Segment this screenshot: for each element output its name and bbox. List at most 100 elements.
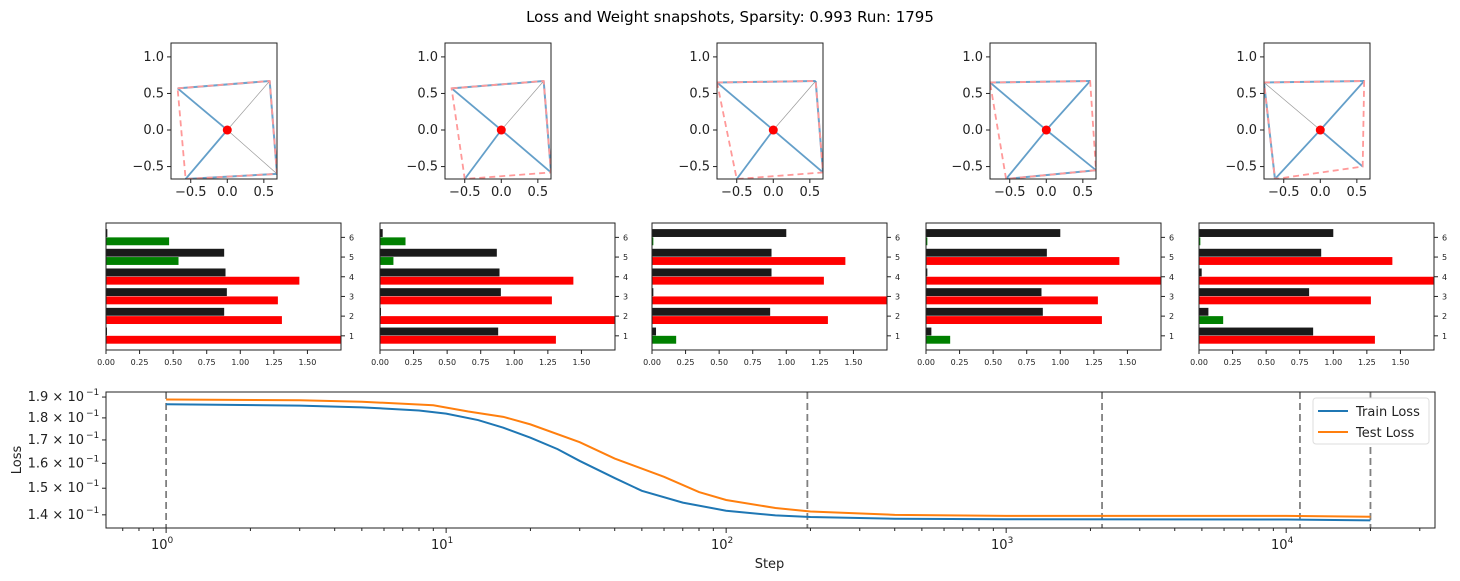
y-tick-exponent: −1: [86, 479, 99, 489]
y-tick-label: −0.5: [678, 160, 710, 175]
x-tick-label: 0.75: [198, 358, 216, 367]
norm-bars-1: 1 2 3 4 5 6 0.00 0.25 0.50 0.75 1.00 1.25 1.50: [97, 222, 354, 367]
x-tick-label: 0.75: [744, 358, 762, 367]
y-tick-label: 2: [349, 312, 354, 321]
y-axis-label: Loss: [10, 446, 25, 475]
blue-spoke: [184, 129, 228, 179]
y-tick-label: 4: [349, 273, 354, 282]
y-tick-label: 0.0: [1236, 123, 1257, 138]
x-tick-label: 0.75: [1291, 358, 1309, 367]
x-tick-label: 0.0: [217, 185, 238, 200]
y-tick-label: 1.0: [962, 50, 983, 65]
y-tick-label: 6: [895, 233, 900, 242]
axes-frame: [105, 391, 1436, 529]
y-tick-label: 4: [1442, 273, 1447, 282]
y-tick-label: 0.5: [962, 86, 983, 101]
y-tick-label: 1: [1442, 332, 1447, 341]
black-bar: [652, 248, 772, 257]
x-tick-label: −0.5: [721, 185, 753, 200]
green-bar: [652, 335, 677, 344]
y-tick-label: 1.9 × 10: [28, 390, 84, 405]
x-tick-label: 1.00: [505, 358, 523, 367]
x-tick-label: 1.25: [539, 358, 557, 367]
x-tick-label: 0.50: [164, 358, 182, 367]
axes-frame: [989, 42, 1097, 180]
x-tick-label: 0.00: [1190, 358, 1208, 367]
axes-frame: [105, 222, 342, 351]
black-bar: [926, 268, 928, 277]
train-loss-line: [166, 403, 1371, 522]
green-bar: [1199, 316, 1224, 325]
x-tick-label: 0.00: [643, 358, 661, 367]
red-bar: [1199, 335, 1375, 344]
axes-frame: [651, 222, 888, 351]
y-tick-label: 0.0: [962, 123, 983, 138]
y-tick-label: 1.0: [143, 50, 164, 65]
y-tick-label: 6: [1169, 233, 1174, 242]
black-bar: [1199, 229, 1334, 237]
y-tick-label: 0.5: [417, 86, 438, 101]
black-bar: [106, 229, 108, 237]
y-tick-label: −0.5: [132, 160, 164, 175]
red-bar: [106, 296, 278, 305]
x-tick-label: 1.00: [1051, 358, 1069, 367]
plot-area: [176, 80, 277, 179]
x-tick-label: 0.50: [438, 358, 456, 367]
x-tick-label: 0.75: [472, 358, 490, 367]
y-tick-exponent: −1: [86, 388, 99, 398]
y-tick-label: 1: [623, 332, 628, 341]
plot-area: [1264, 80, 1366, 179]
x-tick-label: −0.5: [175, 185, 207, 200]
y-tick-label: 1.8 × 10: [28, 411, 84, 426]
y-tick-label: 4: [1169, 273, 1174, 282]
x-tick-label: 0.00: [371, 358, 389, 367]
black-bar: [1199, 288, 1310, 297]
x-tick-label: 1.50: [1392, 358, 1410, 367]
norm-bars-3: 1 2 3 4 5 6 0.00 0.25 0.50 0.75 1.00 1.25 1.50: [643, 222, 900, 367]
y-tick-label: 1.6 × 10: [28, 456, 84, 471]
x-tick-label: 0.0: [763, 185, 784, 200]
x-tick-label: −0.5: [449, 185, 481, 200]
green-bar: [1199, 237, 1201, 246]
green-bar: [652, 237, 654, 246]
y-tick-label: 1: [349, 332, 354, 341]
red-bar: [652, 296, 887, 305]
black-bar: [1199, 327, 1314, 336]
y-tick-label: 0.0: [417, 123, 438, 138]
x-tick-label: 0.5: [527, 185, 548, 200]
red-dashed-polygon: [176, 80, 277, 179]
black-bar: [926, 307, 1043, 316]
black-bar: [106, 307, 225, 316]
legend: Train Loss Test Loss: [1312, 397, 1430, 445]
plot-area: [990, 80, 1096, 179]
y-tick-label: 4: [623, 273, 628, 282]
green-bar: [106, 237, 170, 246]
y-tick-label: 0.0: [689, 123, 710, 138]
black-bar: [106, 268, 226, 277]
blue-spoke: [500, 129, 551, 174]
red-bar: [1199, 276, 1434, 285]
y-tick-label: 6: [623, 233, 628, 242]
red-bar: [380, 316, 615, 325]
y-tick-label: −0.5: [951, 160, 983, 175]
x-tick-label: 0.25: [131, 358, 149, 367]
black-bar: [380, 248, 497, 257]
x-tick-label: 0.25: [405, 358, 423, 367]
blue-spoke: [1045, 129, 1096, 171]
weight-snapshot-2: −0.5 0.0 0.5 1.0 −0.5 0.0 0.5: [406, 42, 552, 200]
green-bar: [926, 237, 928, 246]
axes-frame: [1198, 222, 1435, 351]
black-bar: [652, 268, 772, 277]
red-bar: [380, 335, 556, 344]
y-tick-label: 1.5 × 10: [28, 481, 84, 496]
black-bar: [652, 327, 657, 336]
black-bar: [652, 229, 787, 237]
x-tick-label: 1.00: [1324, 358, 1342, 367]
blue-spoke: [1319, 80, 1365, 131]
legend-label: Train Loss: [1355, 405, 1420, 420]
y-tick-label: 0.5: [1236, 86, 1257, 101]
y-tick-label: 2: [1169, 312, 1174, 321]
black-bar: [106, 288, 227, 297]
y-tick-label: 3: [1169, 292, 1174, 301]
